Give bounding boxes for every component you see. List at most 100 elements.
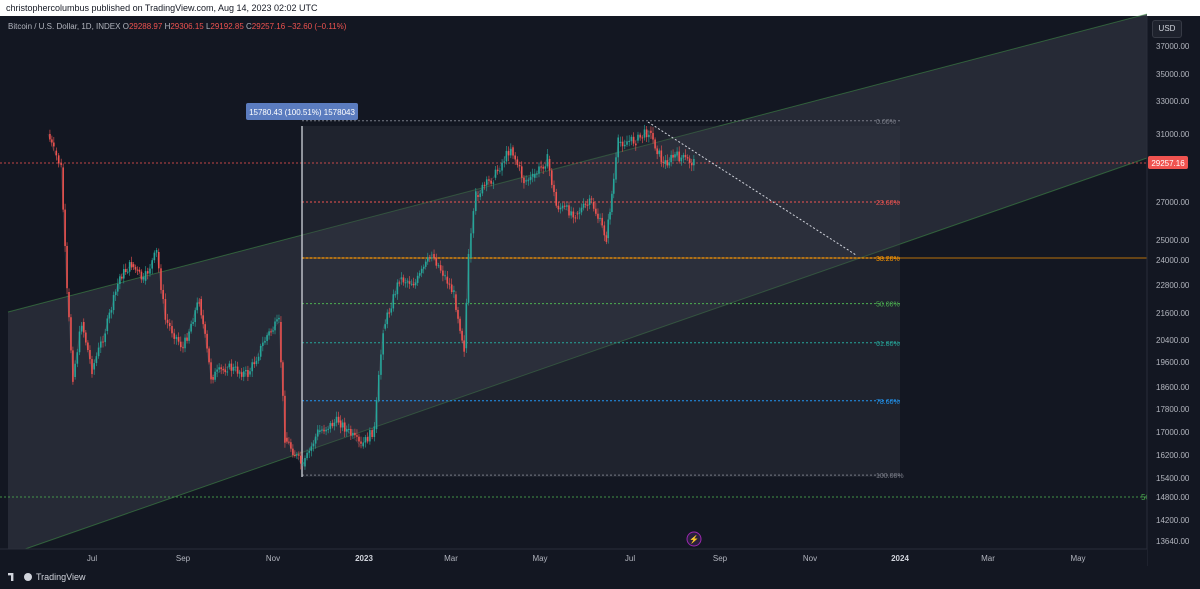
time-tick-1: Sep [176, 554, 191, 563]
legend-close: 29257.16 [251, 22, 286, 31]
candle-body [257, 356, 260, 361]
candle-body [247, 369, 249, 377]
publish-text: christophercolumbus published on Trading… [6, 3, 318, 13]
candle-body [132, 264, 135, 267]
candle-body [255, 360, 258, 365]
candle-body [546, 154, 549, 167]
candle-body [424, 261, 427, 267]
candle-body [574, 217, 577, 219]
candle-body [214, 371, 216, 380]
candle-body [612, 178, 615, 194]
candle-body [319, 430, 321, 432]
candle-body [648, 134, 650, 138]
symbol-legend: Bitcoin / U.S. Dollar, 1D, INDEX O29288.… [8, 22, 346, 31]
price-tick-6: 24000.00 [1156, 256, 1190, 265]
candle-body [80, 325, 83, 332]
candle-body [325, 429, 327, 432]
candle-body [492, 182, 495, 184]
candle-body [684, 154, 687, 158]
candle-body [97, 347, 100, 357]
candle-body [446, 276, 449, 284]
candle-body [635, 143, 637, 146]
candle-body [605, 235, 608, 242]
candle-body [369, 430, 371, 442]
candle-body [479, 193, 481, 197]
candle-body [290, 442, 292, 449]
candle-body [306, 452, 308, 459]
candle-body [314, 436, 317, 444]
candle-body [234, 366, 237, 368]
candle-body [49, 134, 51, 140]
candle-body [364, 436, 367, 443]
candle-body [420, 268, 423, 274]
candle-body [630, 136, 633, 141]
candle-body [66, 245, 68, 289]
candle-body [300, 455, 302, 464]
time-tick-7: Sep [713, 554, 728, 563]
candle-body [540, 166, 542, 168]
candle-body [192, 322, 194, 324]
legend-high: 29306.15 [170, 22, 204, 31]
candle-body [592, 202, 595, 209]
candle-body [410, 283, 413, 285]
candle-body [292, 448, 294, 456]
candle-body [224, 369, 227, 373]
candle-body [615, 157, 617, 180]
price-axis[interactable] [1147, 16, 1200, 566]
price-tick-4: 27000.00 [1156, 198, 1190, 207]
candle-body [557, 205, 560, 210]
candle-body [259, 345, 262, 357]
time-tick-8: Nov [803, 554, 817, 563]
currency-button[interactable]: USD [1152, 20, 1182, 38]
candle-body [272, 330, 274, 332]
candle-body [688, 158, 691, 164]
candle-body [175, 336, 178, 339]
candle-body [310, 446, 313, 451]
candle-body [536, 173, 538, 175]
candle-body [527, 180, 530, 182]
candle-body [124, 269, 127, 273]
candle-body [168, 322, 171, 327]
candle-body [266, 335, 268, 341]
time-axis[interactable] [0, 549, 1147, 566]
candle-body [628, 140, 631, 142]
candle-body [173, 333, 175, 339]
time-tick-0: Jul [87, 554, 97, 563]
candle-body [74, 363, 76, 377]
candle-body [362, 442, 365, 447]
candle-body [130, 262, 133, 268]
candle-body [680, 157, 683, 162]
price-tick-13: 17000.00 [1156, 428, 1190, 437]
candle-body [242, 371, 245, 377]
event-marker-icon[interactable] [686, 531, 702, 547]
fib-label-4: 61.80% [876, 341, 900, 348]
candle-body [582, 203, 585, 208]
time-tick-11: May [1070, 554, 1085, 563]
candle-body [470, 233, 472, 258]
candle-body [465, 302, 468, 349]
candle-body [494, 169, 497, 178]
candle-body [85, 332, 87, 343]
candle-body [531, 173, 534, 177]
candle-body [160, 268, 162, 290]
candle-body [329, 422, 332, 429]
candle-body [674, 154, 676, 158]
time-tick-6: Jul [625, 554, 635, 563]
candle-body [402, 277, 405, 283]
candle-body [568, 205, 570, 216]
candle-body [396, 282, 399, 295]
candle-body [662, 161, 665, 163]
candle-body [433, 254, 435, 258]
candle-body [206, 333, 208, 349]
fib-label-3: 50.00% [876, 302, 900, 309]
candle-body [576, 213, 579, 215]
candle-body [144, 271, 147, 281]
time-tick-9: 2024 [891, 554, 909, 563]
candle-body [142, 276, 145, 280]
candle-body [505, 150, 508, 162]
candle-body [166, 319, 169, 323]
price-tick-9: 20400.00 [1156, 336, 1190, 345]
candle-body [238, 372, 241, 374]
candle-body [240, 372, 243, 377]
